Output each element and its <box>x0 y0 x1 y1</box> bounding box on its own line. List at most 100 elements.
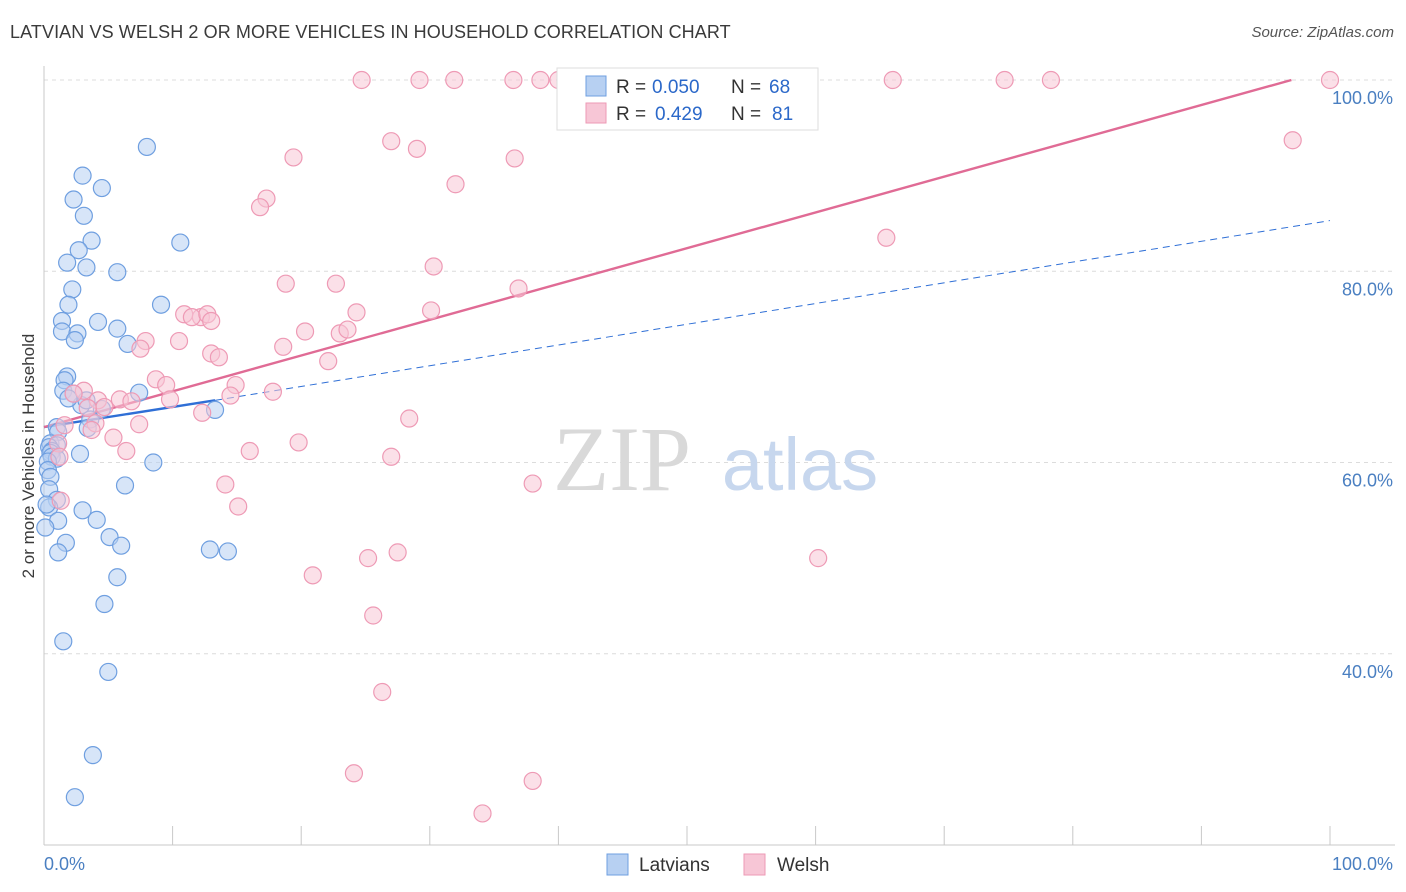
legend-n-label-welsh: N = <box>731 104 761 125</box>
data-point <box>112 536 131 555</box>
data-point <box>263 382 283 401</box>
data-point <box>115 476 135 495</box>
legend-n-label-latvians: N = <box>731 77 761 98</box>
stats-legend: R = 0.050 N = 68 R = 0.429 N = 81 <box>556 67 819 131</box>
data-point <box>160 390 180 409</box>
data-point <box>69 241 88 260</box>
data-point <box>108 319 127 338</box>
legend-swatch-latvians <box>585 75 607 97</box>
data-point <box>407 139 427 158</box>
data-point <box>108 263 127 282</box>
data-point <box>104 428 123 447</box>
data-point <box>88 312 108 332</box>
data-point <box>523 474 542 493</box>
bottom-legend-swatch-welsh <box>743 853 766 876</box>
trend-line-welsh <box>43 78 1292 429</box>
x-tick-labels: 0.0% 100.0% <box>44 854 1393 874</box>
trend-lines <box>43 78 1331 429</box>
data-point <box>295 322 315 341</box>
legend-r-label-latvians: R = <box>616 77 646 98</box>
data-point <box>289 433 308 452</box>
legend-r-value-latvians: 0.050 <box>652 77 700 98</box>
data-point <box>400 409 419 428</box>
data-point <box>117 441 136 461</box>
data-point <box>99 662 118 682</box>
source-label: Source: ZipAtlas.com <box>1251 24 1394 41</box>
data-point <box>137 137 156 157</box>
data-point <box>326 274 346 293</box>
data-point <box>347 303 366 322</box>
data-point <box>424 257 443 276</box>
data-point <box>73 501 92 520</box>
data-point <box>64 190 83 209</box>
data-point <box>1041 70 1061 90</box>
data-point <box>473 804 492 823</box>
data-point <box>877 228 896 247</box>
data-point <box>59 295 78 314</box>
data-point <box>216 475 235 494</box>
data-point <box>505 149 524 168</box>
data-point <box>388 543 407 562</box>
data-point <box>446 175 465 194</box>
data-point <box>358 549 378 568</box>
y-axis-label: 2 or more Vehicles in Household <box>19 334 38 579</box>
data-point <box>209 348 228 367</box>
data-point <box>509 279 528 298</box>
gridlines <box>44 79 1395 655</box>
legend-swatch-welsh <box>585 102 607 124</box>
data-point <box>36 518 55 537</box>
data-point <box>169 331 189 351</box>
data-point <box>373 682 392 702</box>
data-point <box>130 415 149 434</box>
watermark-atlas: atlas <box>722 423 878 506</box>
data-point <box>1320 70 1340 90</box>
x-tick-label-min: 0.0% <box>44 854 85 874</box>
y-tick-label: 40.0% <box>1342 662 1393 682</box>
bottom-legend-swatch-latvians <box>606 853 629 876</box>
data-point <box>54 632 73 651</box>
data-point <box>284 148 303 167</box>
data-point <box>1283 131 1302 150</box>
data-point <box>63 280 82 299</box>
data-point <box>421 301 441 320</box>
chart-title: LATVIAN VS WELSH 2 OR MORE VEHICLES IN H… <box>10 22 731 42</box>
data-point <box>364 606 383 625</box>
data-point <box>523 771 542 791</box>
data-point <box>344 764 364 783</box>
data-point <box>82 231 101 250</box>
data-point <box>202 311 221 331</box>
data-point <box>809 549 828 568</box>
data-point <box>78 398 97 418</box>
data-point <box>87 510 106 529</box>
legend-n-value-welsh: 81 <box>772 104 793 125</box>
data-point <box>218 542 237 561</box>
data-point <box>319 352 338 371</box>
series-legend: Latvians Welsh <box>606 853 829 876</box>
legend-n-value-latvians: 68 <box>769 77 790 98</box>
zipatlas-watermark: ZIP atlas <box>553 408 878 510</box>
y-tick-labels: 40.0% 60.0% 80.0% 100.0% <box>1332 88 1393 682</box>
data-point <box>95 594 114 614</box>
data-point <box>240 441 259 461</box>
data-point <box>352 70 371 90</box>
data-point <box>338 320 357 339</box>
data-point <box>504 70 523 90</box>
data-point <box>229 497 248 516</box>
data-point <box>108 568 127 587</box>
trend-line-latvians-extension <box>214 220 1331 401</box>
data-point <box>382 132 401 151</box>
data-point <box>65 331 84 350</box>
data-point <box>151 295 171 314</box>
data-point <box>200 540 219 559</box>
data-point <box>276 274 295 293</box>
data-point <box>122 392 141 411</box>
y-tick-label: 60.0% <box>1342 471 1393 491</box>
data-point <box>274 337 293 356</box>
data-point <box>83 746 102 765</box>
data-point <box>64 384 83 403</box>
data-point <box>883 70 902 90</box>
data-point <box>74 206 93 225</box>
x-tick-label-max: 100.0% <box>1332 854 1393 874</box>
data-point <box>995 70 1014 90</box>
